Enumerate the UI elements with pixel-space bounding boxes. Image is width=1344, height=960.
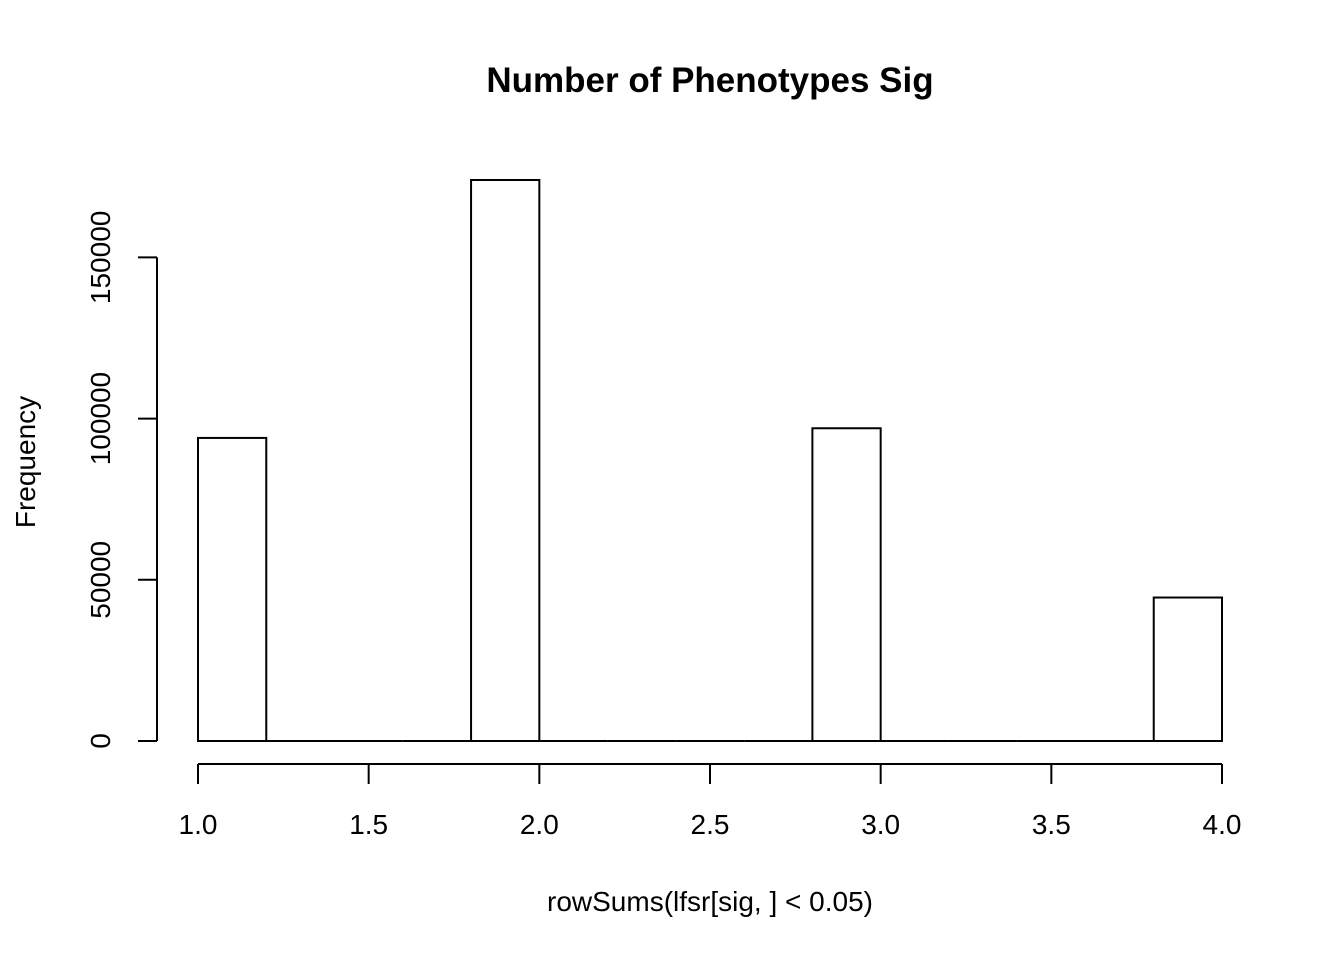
histogram-bar bbox=[470, 179, 541, 742]
histogram-bar bbox=[197, 436, 268, 742]
y-tick-label: 0 bbox=[85, 733, 116, 749]
y-tick-label: 100000 bbox=[85, 372, 116, 465]
y-tick-label: 50000 bbox=[85, 541, 116, 619]
chart-title: Number of Phenotypes Sig bbox=[486, 61, 933, 100]
y-axis-label: Frequency bbox=[10, 396, 41, 528]
x-tick-label: 2.0 bbox=[520, 809, 559, 840]
x-tick-label: 3.5 bbox=[1032, 809, 1071, 840]
histogram-bar bbox=[1152, 596, 1223, 743]
y-axis: 0 50000 100000 150000 bbox=[85, 211, 158, 749]
x-tick-label: 2.5 bbox=[691, 809, 730, 840]
bars-layer bbox=[197, 179, 1223, 743]
x-axis: 1.0 1.5 2.0 2.5 3.0 3.5 4.0 bbox=[179, 763, 1242, 840]
x-tick-label: 1.5 bbox=[349, 809, 388, 840]
x-tick-label: 3.0 bbox=[861, 809, 900, 840]
x-axis-label: rowSums(lfsr[sig, ] < 0.05) bbox=[547, 886, 873, 917]
y-tick-label: 150000 bbox=[85, 211, 116, 304]
y-tick-label-group: 50000 bbox=[85, 541, 116, 619]
x-tick-label: 1.0 bbox=[179, 809, 218, 840]
histogram-bar bbox=[811, 427, 882, 742]
y-tick-label-group: 100000 bbox=[85, 372, 116, 465]
y-tick-label-group: 150000 bbox=[85, 211, 116, 304]
y-tick-label-group: 0 bbox=[85, 733, 116, 749]
x-tick-label: 4.0 bbox=[1203, 809, 1242, 840]
